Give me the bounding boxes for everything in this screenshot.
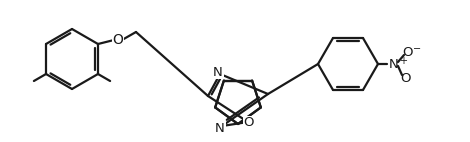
Text: O: O [403,45,413,59]
Text: O: O [244,116,254,130]
Text: −: − [413,44,421,54]
Text: N: N [389,58,399,70]
Text: N: N [215,122,225,134]
Text: O: O [112,33,124,47]
Text: O: O [401,72,411,84]
Text: N: N [213,65,223,79]
Text: +: + [399,56,407,66]
